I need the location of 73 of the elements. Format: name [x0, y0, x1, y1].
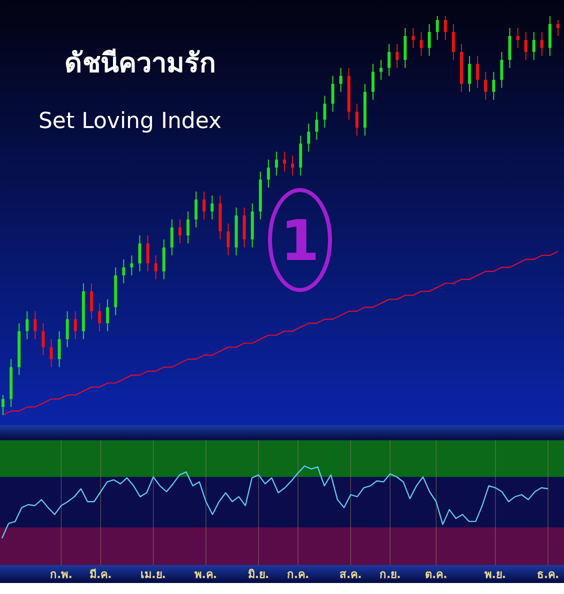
x-tick-label: ก.พ. — [50, 568, 72, 581]
candlestick — [500, 51, 504, 88]
candlestick — [484, 71, 488, 100]
candlestick — [299, 135, 302, 176]
candlestick — [226, 222, 230, 256]
candlestick — [412, 27, 415, 48]
candlestick — [106, 298, 110, 332]
candlestick — [90, 282, 93, 320]
candlestick — [194, 191, 198, 228]
candlestick — [524, 31, 528, 60]
candlestick — [492, 71, 496, 100]
candlestick — [315, 111, 318, 140]
candlestick — [452, 23, 455, 60]
candlestick — [307, 123, 310, 152]
x-tick-label: ส.ค. — [339, 568, 362, 581]
candlestick — [74, 310, 77, 340]
candlestick — [202, 191, 206, 220]
candlestick — [50, 338, 53, 368]
candlestick — [323, 95, 326, 128]
candlestick — [98, 302, 102, 332]
candlestick — [34, 310, 37, 340]
text: Set Loving Index — [38, 109, 222, 134]
candlestick — [355, 103, 358, 136]
candlestick — [508, 27, 512, 68]
candlestick — [130, 254, 134, 276]
candlestick — [178, 218, 182, 244]
x-tick-label: พ.ย. — [484, 568, 506, 581]
candlestick — [138, 234, 142, 272]
candlestick — [122, 258, 126, 284]
candlestick — [436, 16, 439, 40]
candlestick — [476, 55, 480, 88]
candlestick — [540, 31, 544, 56]
candlestick — [210, 195, 214, 220]
candlestick — [42, 322, 45, 356]
candlestick — [154, 254, 158, 280]
candlestick — [532, 31, 536, 60]
candlestick — [266, 159, 270, 188]
x-tick-label: ก.ย. — [379, 568, 401, 581]
candlestick — [274, 151, 278, 176]
candlestick — [396, 43, 399, 68]
candlestick — [339, 67, 342, 92]
candlestick — [380, 59, 383, 80]
text: ดัชนีความรัก — [64, 48, 216, 79]
annotation: 1 — [280, 209, 320, 274]
x-tick-label: เม.ย. — [140, 568, 166, 581]
candlestick — [444, 16, 447, 40]
candlestick — [556, 19, 560, 36]
candlestick — [468, 55, 472, 92]
candlestick — [420, 31, 423, 56]
candlestick — [170, 218, 174, 256]
x-tick-label: ธ.ค. — [536, 568, 560, 581]
candlestick — [372, 63, 374, 100]
candlestick — [58, 330, 61, 368]
candlestick — [242, 207, 246, 248]
candlestick — [388, 43, 391, 76]
candlestick — [66, 310, 69, 348]
candlestick — [26, 310, 29, 340]
candlestick — [162, 238, 166, 280]
candlestick — [2, 394, 4, 416]
candlestick — [186, 211, 190, 244]
x-tick-label: ต.ค. — [424, 568, 448, 581]
x-tick-label: มิ.ย. — [248, 568, 270, 581]
x-tick-label: ก.ค. — [286, 568, 310, 581]
x-tick-label: พ.ค. — [194, 568, 218, 581]
candlestick — [283, 151, 286, 172]
candlestick — [291, 155, 294, 176]
candlestick — [331, 75, 334, 112]
candlestick — [548, 16, 552, 56]
candlestick — [404, 27, 407, 68]
candlestick — [516, 27, 520, 48]
candlestick — [428, 23, 431, 56]
x-tick-label: มี.ค. — [89, 568, 112, 581]
candlestick — [146, 234, 150, 272]
